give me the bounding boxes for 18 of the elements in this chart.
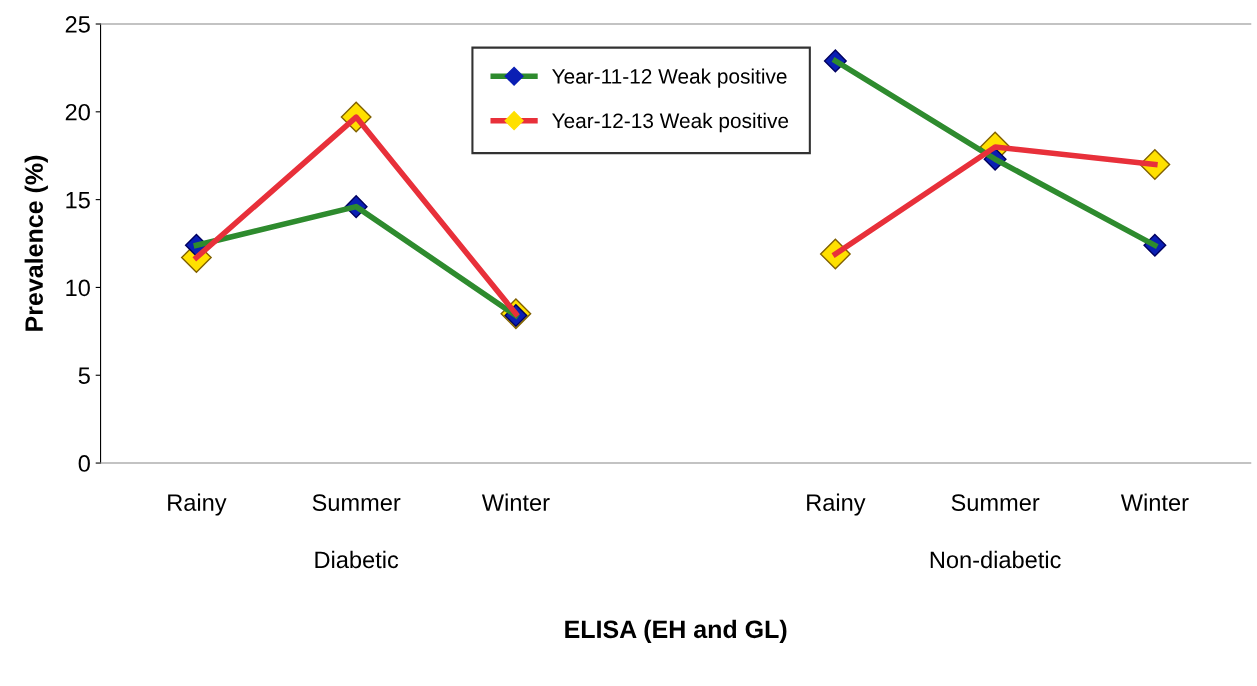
y-tick-label: 0 — [78, 455, 90, 472]
x-tick-label: Winter — [481, 493, 550, 511]
x-tick-label: Winter — [1120, 493, 1189, 511]
y-tick-label: 25 — [65, 16, 90, 33]
legend-label: Year-11-12 Weak positive — [552, 68, 787, 88]
legend-label: Year-12-13 Weak positive — [552, 112, 789, 133]
y-tick-label: 10 — [66, 279, 90, 297]
text: Non-diabetic — [930, 550, 1061, 569]
y-tick-label: 5 — [78, 367, 90, 385]
x-axis-title: ELISA (EH and GL) — [565, 619, 787, 644]
x-tick-label: Rainy — [807, 493, 866, 516]
y-tick-label: 15 — [66, 191, 90, 209]
x-tick-label: Rainy — [168, 493, 227, 516]
y-tick-label: 20 — [65, 103, 90, 121]
text: Diabetic — [315, 550, 399, 569]
x-tick-label: Summer — [312, 494, 401, 511]
x-tick-label: Summer — [951, 494, 1040, 511]
y-axis-title: Prevalence (%) — [24, 155, 48, 331]
